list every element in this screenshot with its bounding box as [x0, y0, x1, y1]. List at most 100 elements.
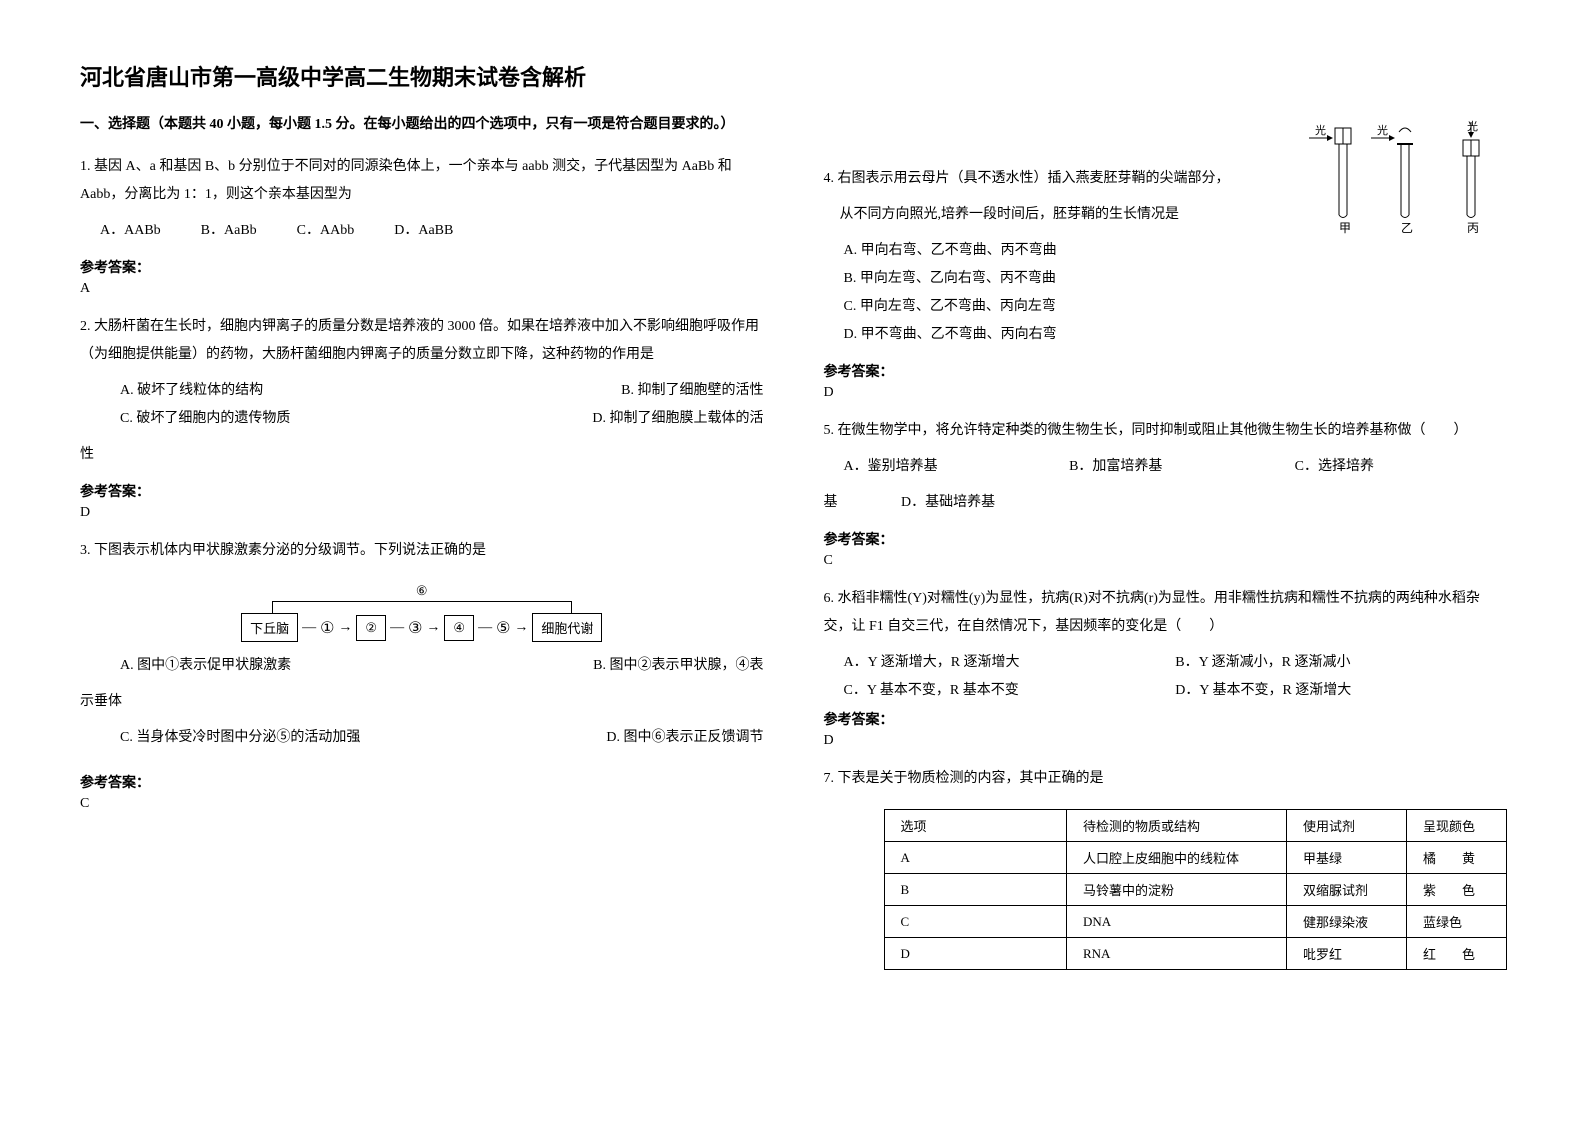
q7-r3c2: 吡罗红	[1287, 938, 1407, 970]
q3-box-left: 下丘脑	[241, 613, 298, 642]
q3-opt-a: A. 图中①表示促甲状腺激素	[120, 652, 291, 680]
q1-stem: 1. 基因 A、a 和基因 B、b 分别位于不同对的同源染色体上，一个亲本与 a…	[80, 153, 764, 209]
q5-answer: C	[824, 553, 1508, 569]
q1-answer: A	[80, 281, 764, 297]
q1-opt-d: D．AaBB	[394, 217, 453, 245]
q3-n4-box: ④	[444, 615, 474, 641]
q7-r2c3: 蓝绿色	[1407, 906, 1507, 938]
table-row: C DNA 健那绿染液 蓝绿色	[884, 906, 1507, 938]
q1-options: A．AABb B．AaBb C．AAbb D．AaBB	[80, 217, 764, 245]
q3-options-row2: C. 当身体受冷时图中分泌⑤的活动加强 D. 图中⑥表示正反馈调节	[80, 724, 764, 752]
q2-opt-d: D. 抑制了细胞膜上载体的活	[592, 405, 763, 433]
q3-answer-label: 参考答案：	[80, 772, 764, 792]
q1-opt-b: B．AaBb	[201, 217, 257, 245]
q7-h0: 选项	[884, 810, 1067, 842]
q5-answer-label: 参考答案：	[824, 529, 1508, 549]
arrow-icon: →	[514, 620, 528, 636]
q3-opt-b2: 示垂体	[80, 688, 764, 716]
q3-opt-b1: B. 图中②表示甲状腺，④表	[593, 652, 763, 680]
q3-n3: ③	[408, 618, 422, 638]
q1-opt-a: A．AABb	[100, 217, 161, 245]
q4-figure: 光 甲 光 乙	[1297, 120, 1487, 245]
q7-h1: 待检测的物质或结构	[1067, 810, 1287, 842]
left-column: 河北省唐山市第一高级中学高二生物期末试卷含解析 一、选择题（本题共 40 小题，…	[80, 60, 764, 1062]
q7-r0c3: 橘 黄	[1407, 842, 1507, 874]
q7-r1c0: B	[884, 874, 1067, 906]
table-row: D RNA 吡罗红 红 色	[884, 938, 1507, 970]
q5-opt-a: A．鉴别培养基	[844, 453, 1070, 481]
q7-r3c1: RNA	[1067, 938, 1287, 970]
q7-h3: 呈现颜色	[1407, 810, 1507, 842]
q6-opt-b: B．Y 逐渐减小，R 逐渐减小	[1175, 649, 1507, 677]
q3-n5: ⑤	[496, 618, 510, 638]
q4-cap-3: 丙	[1467, 221, 1479, 235]
table-header-row: 选项 待检测的物质或结构 使用试剂 呈现颜色	[884, 810, 1507, 842]
arrow-icon: —	[390, 620, 404, 636]
q7-r1c3: 紫 色	[1407, 874, 1507, 906]
q7-r3c3: 红 色	[1407, 938, 1507, 970]
q6-opt-a: A．Y 逐渐增大，R 逐渐增大	[844, 649, 1176, 677]
q5-options: A．鉴别培养基 B．加富培养基 C．选择培养	[824, 453, 1508, 481]
q4-options: A. 甲向右弯、乙不弯曲、丙不弯曲 B. 甲向左弯、乙向右弯、丙不弯曲 C. 甲…	[824, 237, 1508, 349]
q3-opt-d: D. 图中⑥表示正反馈调节	[606, 724, 763, 752]
q3-n1: ①	[320, 618, 334, 638]
q7-r2c2: 健那绿染液	[1287, 906, 1407, 938]
q7-r1c2: 双缩脲试剂	[1287, 874, 1407, 906]
q6-answer: D	[824, 733, 1508, 749]
q2-answer-label: 参考答案：	[80, 481, 764, 501]
q1-opt-c: C．AAbb	[297, 217, 355, 245]
q3-options: A. 图中①表示促甲状腺激素 B. 图中②表示甲状腺，④表	[80, 652, 764, 680]
arrow-icon: —	[478, 620, 492, 636]
q4-cap-1: 甲	[1339, 221, 1351, 235]
q5-stem: 5. 在微生物学中，将允许特定种类的微生物生长，同时抑制或阻止其他微生物生长的培…	[824, 417, 1508, 445]
q3-opt-c: C. 当身体受冷时图中分泌⑤的活动加强	[120, 724, 360, 752]
q5-opt-c2: 基	[824, 495, 838, 510]
q5-opt-b: B．加富培养基	[1069, 453, 1295, 481]
q6-opt-c: C．Y 基本不变，R 基本不变	[844, 677, 1176, 705]
q2-answer: D	[80, 505, 764, 521]
q4-light-1: 光	[1315, 123, 1326, 137]
q6-stem: 6. 水稻非糯性(Y)对糯性(y)为显性，抗病(R)对不抗病(r)为显性。用非糯…	[824, 585, 1508, 641]
q6-options: A．Y 逐渐增大，R 逐渐增大 B．Y 逐渐减小，R 逐渐减小 C．Y 基本不变…	[824, 649, 1508, 705]
q7-h2: 使用试剂	[1287, 810, 1407, 842]
q2-stem: 2. 大肠杆菌在生长时，细胞内钾离子的质量分数是培养液的 3000 倍。如果在培…	[80, 313, 764, 369]
right-column: 光 甲 光 乙	[824, 60, 1508, 1062]
q2-opt-c: C. 破坏了细胞内的遗传物质	[120, 405, 290, 433]
q7-r0c0: A	[884, 842, 1067, 874]
q4-opt-d: D. 甲不弯曲、乙不弯曲、丙向右弯	[844, 321, 1508, 349]
arrow-icon: →	[338, 620, 352, 636]
q4-light-3: 光	[1467, 120, 1478, 133]
q4-cap-2: 乙	[1401, 221, 1413, 235]
q7-r3c0: D	[884, 938, 1067, 970]
q7-stem: 7. 下表是关于物质检测的内容，其中正确的是	[824, 765, 1508, 793]
q7-r0c2: 甲基绿	[1287, 842, 1407, 874]
q7-r1c1: 马铃薯中的淀粉	[1067, 874, 1287, 906]
q1-answer-label: 参考答案：	[80, 257, 764, 277]
q3-box-right: 细胞代谢	[532, 613, 602, 642]
q3-n2-box: ②	[356, 615, 386, 641]
q4-opt-c: C. 甲向左弯、乙不弯曲、丙向左弯	[844, 293, 1508, 321]
q5-opt-d: D．基础培养基	[901, 495, 995, 510]
table-row: B 马铃薯中的淀粉 双缩脲试剂 紫 色	[884, 874, 1507, 906]
section-intro: 一、选择题（本题共 40 小题，每小题 1.5 分。在每小题给出的四个选项中，只…	[80, 112, 764, 137]
table-row: A 人口腔上皮细胞中的线粒体 甲基绿 橘 黄	[884, 842, 1507, 874]
q7-r2c0: C	[884, 906, 1067, 938]
q7-r0c1: 人口腔上皮细胞中的线粒体	[1067, 842, 1287, 874]
q6-opt-d: D．Y 基本不变，R 逐渐增大	[1175, 677, 1507, 705]
arrow-icon: —	[302, 620, 316, 636]
q2-opt-a: A. 破坏了线粒体的结构	[120, 377, 263, 405]
page-title: 河北省唐山市第一高级中学高二生物期末试卷含解析	[80, 60, 764, 92]
q7-table: 选项 待检测的物质或结构 使用试剂 呈现颜色 A 人口腔上皮细胞中的线粒体 甲基…	[884, 809, 1508, 970]
q4-answer: D	[824, 385, 1508, 401]
q6-answer-label: 参考答案：	[824, 709, 1508, 729]
coleoptile-diagram-icon: 光 甲 光 乙	[1297, 120, 1487, 240]
q3-diagram: ⑥ 下丘脑 — ① → ② — ③ → ④ — ⑤ → 细胞代谢	[80, 583, 764, 642]
q4-opt-b: B. 甲向左弯、乙向右弯、丙不弯曲	[844, 265, 1508, 293]
arrow-icon: →	[426, 620, 440, 636]
q7-r2c1: DNA	[1067, 906, 1287, 938]
q3-stem: 3. 下图表示机体内甲状腺激素分泌的分级调节。下列说法正确的是	[80, 537, 764, 565]
q5-row2: 基 D．基础培养基	[824, 489, 1508, 517]
q2-opt-b: B. 抑制了细胞壁的活性	[621, 377, 763, 405]
q4-light-2: 光	[1377, 123, 1388, 137]
q3-answer: C	[80, 796, 764, 812]
